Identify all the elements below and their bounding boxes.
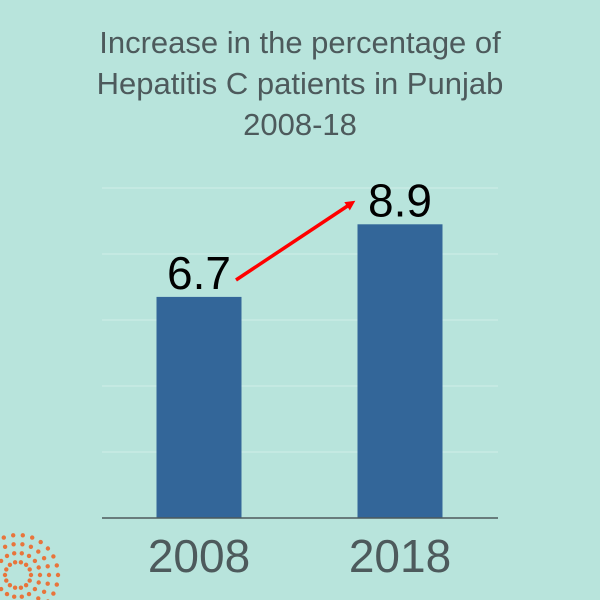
sunburst-dot — [7, 562, 13, 567]
sunburst-dot — [20, 542, 25, 547]
sunburst-dot — [18, 585, 24, 590]
sunburst-dot — [37, 572, 43, 578]
trend-arrow — [235, 200, 356, 282]
sunburst-dot — [27, 567, 32, 572]
sunburst-dot — [12, 551, 17, 556]
sunburst-dot — [20, 533, 25, 538]
sunburst-dot — [4, 553, 10, 559]
sunburst-dot — [0, 558, 4, 564]
value-label-2018: 8.9 — [368, 174, 432, 226]
sunburst-dot — [4, 578, 9, 583]
sunburst-dot — [55, 572, 61, 578]
sunburst-dot — [28, 572, 34, 578]
x-tick-label-2018: 2018 — [349, 530, 451, 582]
value-label-2008: 6.7 — [167, 247, 231, 299]
sunburst-dot — [28, 544, 34, 549]
x-axis-ticks: 2008 2018 — [148, 530, 451, 582]
sunburst-dot — [26, 591, 32, 597]
sunburst-dot — [19, 551, 24, 556]
sunburst-dot — [32, 558, 38, 564]
sunburst-dot — [4, 567, 9, 572]
sunburst-dot — [1, 535, 6, 540]
sunburst-dot — [41, 589, 47, 594]
sunburst-dot — [12, 594, 17, 599]
sunburst-dot — [51, 554, 56, 559]
chart-title-line-3: 2008-18 — [243, 107, 357, 142]
sunburst-dot — [36, 549, 41, 554]
sunburst-dot — [11, 533, 16, 538]
sunburst-dot — [41, 556, 47, 561]
sunburst-dot — [36, 580, 41, 585]
sunburst-dot — [36, 596, 41, 600]
chart-title-line-2: Hepatitis C patients in Punjab — [96, 66, 504, 101]
sunburst-dot — [11, 542, 16, 547]
sunburst-dot — [38, 539, 43, 545]
sunburst-dot — [26, 553, 32, 559]
sunburst-dot — [2, 572, 8, 578]
sunburst-dot — [46, 572, 52, 578]
value-labels: 6.7 8.9 — [167, 174, 432, 299]
bar-2008 — [156, 296, 242, 518]
sunburst-dot — [23, 583, 29, 588]
chart-title-line-1: Increase in the percentage of — [99, 25, 501, 60]
sunburst-dot — [51, 591, 56, 596]
sunburst-dot — [2, 544, 8, 549]
sunburst-dot — [30, 535, 35, 540]
sunburst-dot — [19, 594, 24, 599]
sunburst-dot — [45, 564, 50, 569]
sunburst-dot — [7, 583, 13, 588]
sunburst-dot — [54, 582, 59, 587]
sunburst-dot — [0, 586, 4, 592]
sunburst-icon — [0, 533, 61, 600]
sunburst-dot — [23, 562, 29, 567]
sunburst-dot — [32, 586, 38, 592]
sunburst-dot — [18, 560, 24, 565]
x-tick-label-2008: 2008 — [148, 530, 250, 582]
sunburst-dot — [12, 560, 18, 565]
sunburst-dot — [54, 563, 59, 568]
sunburst-dot — [12, 585, 18, 590]
trend-arrow-line — [235, 200, 356, 282]
sunburst-dot — [27, 578, 32, 583]
bar-2018 — [357, 224, 443, 519]
sunburst-dot — [4, 591, 10, 597]
sunburst-dot — [45, 546, 51, 551]
sunburst-dot — [36, 565, 41, 570]
chart-title: Increase in the percentage of Hepatitis … — [0, 22, 600, 145]
bars — [156, 224, 443, 519]
sunburst-dot — [45, 581, 50, 586]
